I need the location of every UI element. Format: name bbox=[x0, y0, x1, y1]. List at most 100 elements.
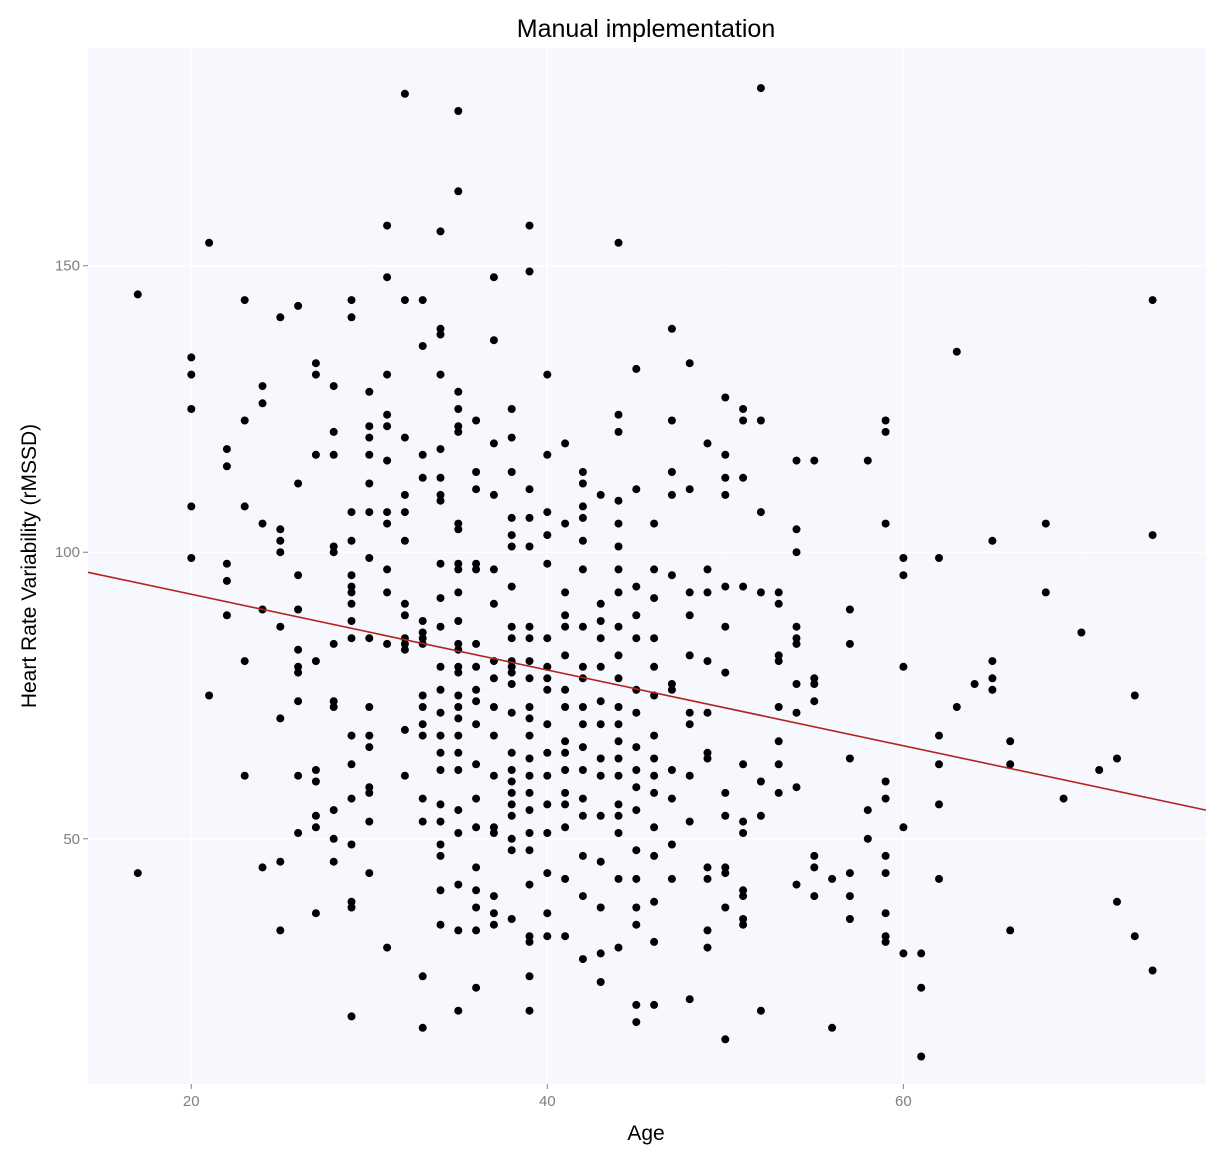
data-point bbox=[774, 588, 783, 597]
data-point bbox=[578, 720, 587, 729]
data-point bbox=[845, 892, 854, 901]
data-point bbox=[561, 611, 570, 620]
data-point bbox=[667, 874, 676, 883]
data-point bbox=[650, 754, 659, 763]
data-point bbox=[525, 703, 534, 711]
data-point bbox=[561, 439, 570, 448]
data-point bbox=[454, 806, 463, 815]
data-point bbox=[632, 364, 641, 373]
data-point bbox=[685, 720, 694, 729]
data-point bbox=[1059, 794, 1068, 803]
data-point bbox=[294, 829, 303, 837]
data-point bbox=[721, 1035, 730, 1044]
data-point bbox=[703, 708, 712, 717]
data-point bbox=[525, 932, 534, 941]
data-point bbox=[596, 634, 605, 643]
y-axis-title: Heart Rate Variability (rMSSD) bbox=[18, 424, 41, 708]
data-point bbox=[489, 599, 498, 608]
data-point bbox=[703, 657, 712, 666]
data-point bbox=[596, 771, 605, 780]
data-point bbox=[525, 674, 534, 683]
data-point bbox=[739, 915, 748, 923]
data-point bbox=[454, 427, 463, 436]
data-point bbox=[311, 359, 320, 368]
data-point bbox=[667, 416, 676, 425]
data-point bbox=[418, 296, 427, 305]
data-point bbox=[472, 983, 481, 992]
data-point bbox=[507, 846, 516, 855]
data-point bbox=[276, 525, 285, 534]
data-point bbox=[543, 531, 552, 540]
data-point bbox=[614, 542, 623, 551]
data-point bbox=[418, 450, 427, 459]
data-point bbox=[739, 886, 748, 895]
data-point bbox=[347, 313, 356, 322]
data-point bbox=[365, 783, 374, 792]
data-point bbox=[507, 542, 516, 551]
data-point bbox=[400, 599, 409, 608]
data-point bbox=[329, 427, 338, 436]
data-point bbox=[383, 519, 392, 528]
data-point bbox=[917, 949, 926, 958]
data-point bbox=[222, 611, 231, 620]
data-point bbox=[489, 731, 498, 740]
data-point bbox=[418, 691, 427, 700]
data-point bbox=[329, 834, 338, 843]
data-point bbox=[685, 485, 694, 494]
data-point bbox=[650, 788, 659, 797]
data-point bbox=[935, 760, 943, 769]
data-point bbox=[578, 479, 587, 488]
data-point bbox=[632, 846, 641, 855]
data-point bbox=[703, 943, 712, 952]
data-point bbox=[436, 920, 445, 929]
data-point bbox=[1130, 691, 1139, 700]
data-point bbox=[650, 662, 659, 671]
data-point bbox=[329, 548, 338, 557]
data-point bbox=[383, 456, 392, 465]
data-point bbox=[952, 703, 961, 711]
data-point bbox=[365, 450, 374, 459]
data-point bbox=[614, 703, 623, 711]
data-point bbox=[507, 777, 516, 786]
data-point bbox=[650, 731, 659, 740]
data-point bbox=[472, 760, 481, 769]
data-point bbox=[436, 840, 445, 849]
data-point bbox=[525, 267, 534, 276]
data-point bbox=[418, 617, 427, 625]
data-point bbox=[561, 874, 570, 883]
data-point bbox=[685, 588, 694, 597]
data-point bbox=[739, 892, 748, 901]
data-point bbox=[792, 708, 801, 717]
data-point bbox=[418, 731, 427, 740]
data-point bbox=[578, 811, 587, 820]
data-point bbox=[347, 599, 356, 608]
data-point bbox=[810, 892, 819, 901]
data-point bbox=[685, 995, 694, 1004]
data-point bbox=[881, 869, 890, 878]
data-point bbox=[365, 817, 374, 826]
data-point bbox=[756, 588, 765, 597]
data-point bbox=[222, 445, 231, 454]
data-point bbox=[454, 588, 463, 597]
data-point bbox=[489, 674, 498, 683]
data-point bbox=[383, 221, 392, 230]
data-point bbox=[525, 754, 534, 763]
data-point bbox=[632, 708, 641, 717]
data-point bbox=[365, 634, 374, 643]
data-point bbox=[739, 405, 748, 413]
data-point bbox=[935, 731, 943, 740]
data-point bbox=[632, 1000, 641, 1009]
data-point bbox=[685, 651, 694, 660]
data-point bbox=[294, 301, 303, 310]
data-point bbox=[507, 915, 516, 923]
data-point bbox=[472, 662, 481, 671]
data-point bbox=[561, 788, 570, 797]
data-point bbox=[810, 851, 819, 860]
data-point bbox=[561, 823, 570, 832]
data-point bbox=[365, 788, 374, 797]
data-point bbox=[845, 915, 854, 923]
data-point bbox=[383, 410, 392, 419]
data-point bbox=[400, 536, 409, 545]
data-point bbox=[828, 1023, 837, 1032]
